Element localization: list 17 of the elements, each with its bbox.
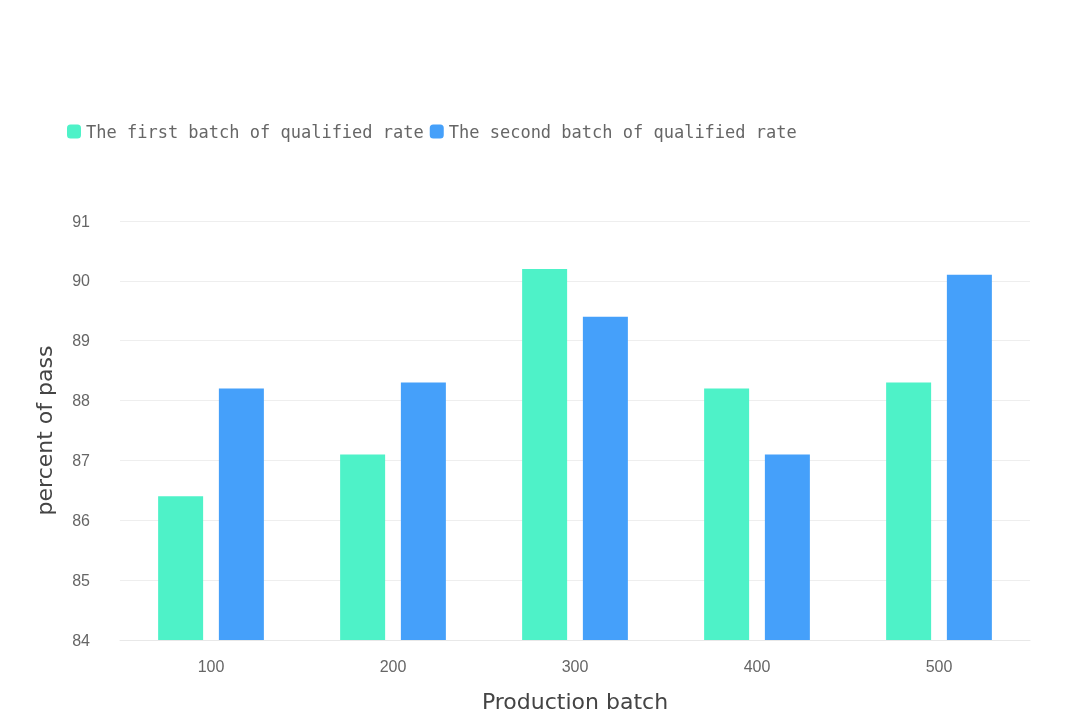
- y-tick-label: 84: [72, 631, 91, 649]
- y-tick-label: 87: [72, 451, 91, 469]
- y-tick-label: 85: [72, 571, 91, 589]
- x-tick-label: 100: [197, 657, 225, 675]
- y-tick-label: 86: [72, 511, 91, 529]
- x-tick-label: 200: [379, 657, 407, 675]
- legend-label: The second batch of qualified rate: [448, 121, 797, 142]
- y-axis-title: percent of pass: [31, 345, 57, 516]
- y-tick-label: 91: [72, 212, 91, 230]
- x-tick-label: 300: [561, 657, 589, 675]
- x-axis-title: Production batch: [481, 688, 669, 714]
- x-tick-label: 500: [925, 657, 953, 675]
- y-tick-label: 90: [72, 272, 91, 290]
- y-tick-label: 88: [72, 392, 91, 410]
- legend-label: The first batch of qualified rate: [86, 121, 424, 142]
- x-tick-label: 400: [743, 657, 771, 675]
- y-tick-label: 89: [72, 332, 91, 350]
